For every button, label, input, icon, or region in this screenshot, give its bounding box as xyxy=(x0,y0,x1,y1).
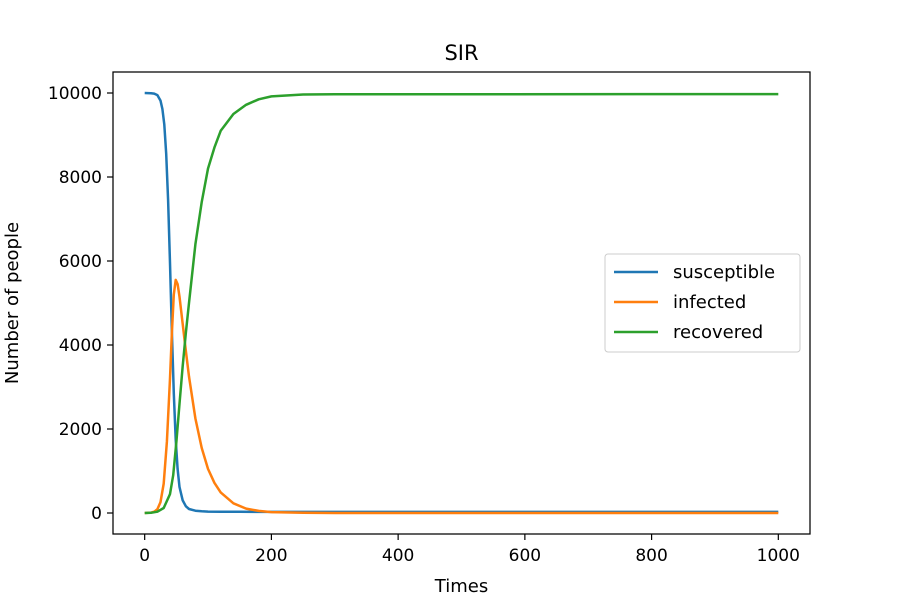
series-layer xyxy=(144,91,779,515)
plot-frame xyxy=(112,71,811,535)
x-axis-ticks: 0 200 400 600 800 1000 xyxy=(139,534,800,566)
series-line-susceptible xyxy=(144,91,779,514)
x-tick-label: 0 xyxy=(139,546,150,566)
x-tick-label: 800 xyxy=(635,546,667,566)
y-tick-label: 8000 xyxy=(59,168,102,188)
y-tick-label: 4000 xyxy=(59,336,102,356)
legend: susceptible infected recovered xyxy=(604,253,801,353)
legend-label-infected: infected xyxy=(673,292,746,313)
legend-label-recovered: recovered xyxy=(673,322,763,343)
y-axis-ticks: 0 2000 4000 6000 8000 10000 xyxy=(48,84,113,524)
x-tick-label: 1000 xyxy=(757,546,800,566)
x-tick-label: 200 xyxy=(255,546,287,566)
series-line-recovered xyxy=(144,92,779,515)
series-line-infected xyxy=(144,278,779,515)
y-tick-label: 0 xyxy=(91,504,102,524)
y-tick-label: 10000 xyxy=(48,84,102,104)
x-tick-label: 400 xyxy=(382,546,414,566)
legend-label-susceptible: susceptible xyxy=(673,262,775,283)
x-tick-label: 600 xyxy=(509,546,541,566)
legend-box xyxy=(604,253,801,353)
chart-title: SIR xyxy=(444,41,478,65)
x-axis-label: Times xyxy=(434,576,488,597)
y-tick-label: 6000 xyxy=(59,252,102,272)
y-axis-label: Number of people xyxy=(2,222,23,384)
y-tick-label: 2000 xyxy=(59,420,102,440)
